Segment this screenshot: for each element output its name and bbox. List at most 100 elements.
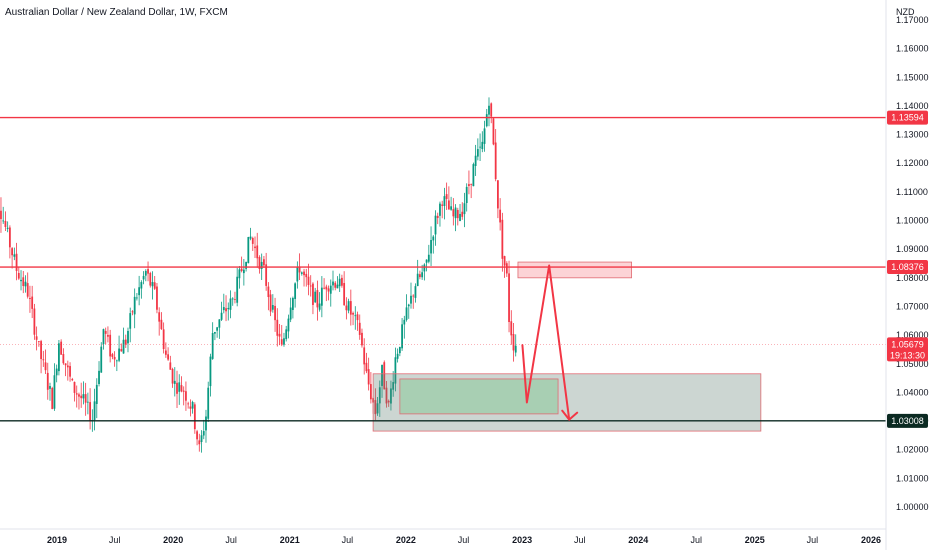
candle-body bbox=[405, 307, 408, 320]
candle-body bbox=[485, 114, 488, 127]
x-tick-label: 2025 bbox=[745, 535, 765, 545]
x-tick-label: Jul bbox=[574, 535, 586, 545]
x-tick-label: 2022 bbox=[396, 535, 416, 545]
candle-body bbox=[356, 314, 359, 321]
candle-body bbox=[89, 402, 92, 422]
candle-body bbox=[374, 400, 377, 415]
candle-body bbox=[412, 295, 415, 297]
candle-body bbox=[476, 149, 479, 157]
candle-body bbox=[182, 390, 185, 392]
candle-body bbox=[131, 311, 134, 313]
candle-body bbox=[425, 259, 428, 263]
candle-body bbox=[22, 277, 25, 286]
candle-body bbox=[49, 386, 51, 389]
candle-body bbox=[336, 284, 339, 289]
candle-body bbox=[361, 332, 363, 346]
projection-path[interactable] bbox=[521, 264, 571, 421]
y-tick-label: 1.07000 bbox=[896, 301, 929, 311]
candle-body bbox=[256, 245, 259, 259]
candle-body bbox=[0, 210, 2, 220]
y-tick-label: 1.00000 bbox=[896, 502, 929, 512]
candle-body bbox=[251, 238, 254, 244]
x-tick-label: 2024 bbox=[628, 535, 648, 545]
candle-body bbox=[416, 273, 419, 287]
zone-rectangle[interactable] bbox=[399, 378, 559, 415]
candle-body bbox=[512, 334, 515, 351]
candle-body bbox=[40, 341, 42, 360]
candle-body bbox=[398, 346, 401, 354]
candle-body bbox=[494, 142, 497, 180]
candle-body bbox=[450, 206, 453, 210]
candle-body bbox=[280, 339, 283, 345]
candle-body bbox=[468, 184, 470, 186]
candle-body bbox=[407, 304, 410, 307]
candle-body bbox=[305, 273, 308, 278]
candle-body bbox=[118, 348, 120, 361]
candle-body bbox=[439, 203, 441, 216]
candle-body bbox=[396, 353, 399, 359]
candle-body bbox=[312, 283, 314, 305]
y-tick-label: 1.17000 bbox=[896, 15, 929, 25]
x-tick-label: Jul bbox=[807, 535, 819, 545]
time-axis[interactable]: 2019 Jul 2020 Jul 2021 Jul 2022 Jul 2023 Jul 2024 J… bbox=[47, 535, 881, 545]
projection-arrowhead bbox=[561, 409, 579, 421]
candle-body bbox=[294, 283, 297, 299]
y-tick-label: 1.08000 bbox=[896, 273, 929, 283]
candle-body bbox=[267, 286, 270, 298]
candle-body bbox=[423, 264, 426, 272]
candle-body bbox=[44, 362, 47, 371]
x-tick-label: Jul bbox=[109, 535, 121, 545]
candle-body bbox=[129, 313, 132, 329]
y-tick-label: 1.05000 bbox=[896, 359, 929, 369]
candle-body bbox=[363, 347, 366, 365]
candle-body bbox=[499, 209, 502, 223]
bar-countdown-text: 19:13:30 bbox=[890, 350, 925, 360]
candle-body bbox=[436, 215, 439, 219]
candle-body bbox=[327, 288, 330, 292]
candle-body bbox=[456, 210, 459, 219]
candle-body bbox=[285, 329, 288, 340]
candle-body bbox=[156, 286, 158, 310]
candle-body bbox=[318, 303, 321, 310]
candle-body bbox=[176, 382, 178, 394]
candle-body bbox=[349, 301, 352, 315]
candle-body bbox=[238, 269, 241, 279]
candle-body bbox=[225, 308, 227, 312]
candle-body bbox=[508, 273, 510, 323]
candle-body bbox=[205, 416, 207, 431]
candle-body bbox=[390, 388, 392, 404]
candle-body bbox=[378, 387, 381, 404]
candle-body bbox=[501, 219, 504, 259]
candle-body bbox=[69, 366, 71, 377]
candle-body bbox=[236, 276, 239, 303]
x-tick-label: Jul bbox=[458, 535, 470, 545]
candle-body bbox=[209, 356, 212, 387]
candle-body bbox=[200, 435, 203, 443]
price-badge-text: 1.03008 bbox=[891, 416, 924, 426]
candle-body bbox=[343, 283, 346, 306]
candle-body bbox=[158, 312, 161, 322]
zone-rectangle[interactable] bbox=[517, 261, 633, 279]
candle-body bbox=[289, 307, 292, 320]
candle-body bbox=[80, 395, 83, 399]
candle-body bbox=[187, 403, 190, 405]
candle-body bbox=[138, 287, 141, 296]
candle-body bbox=[102, 329, 105, 345]
candle-body bbox=[249, 236, 252, 239]
candle-body bbox=[385, 387, 388, 404]
candle-body bbox=[352, 312, 354, 315]
y-tick-label: 1.16000 bbox=[896, 44, 929, 54]
candle-body bbox=[151, 282, 154, 287]
candle-body bbox=[136, 297, 138, 299]
candle-body bbox=[260, 261, 263, 269]
candle-body bbox=[173, 380, 176, 384]
y-tick-label: 1.04000 bbox=[896, 387, 929, 397]
candle-body bbox=[358, 322, 361, 335]
candle-body bbox=[510, 321, 513, 336]
candle-body bbox=[492, 118, 495, 145]
candle-body bbox=[323, 287, 325, 289]
candle-body bbox=[274, 305, 276, 321]
candle-body bbox=[122, 339, 125, 354]
currency-label: NZD bbox=[896, 7, 915, 17]
